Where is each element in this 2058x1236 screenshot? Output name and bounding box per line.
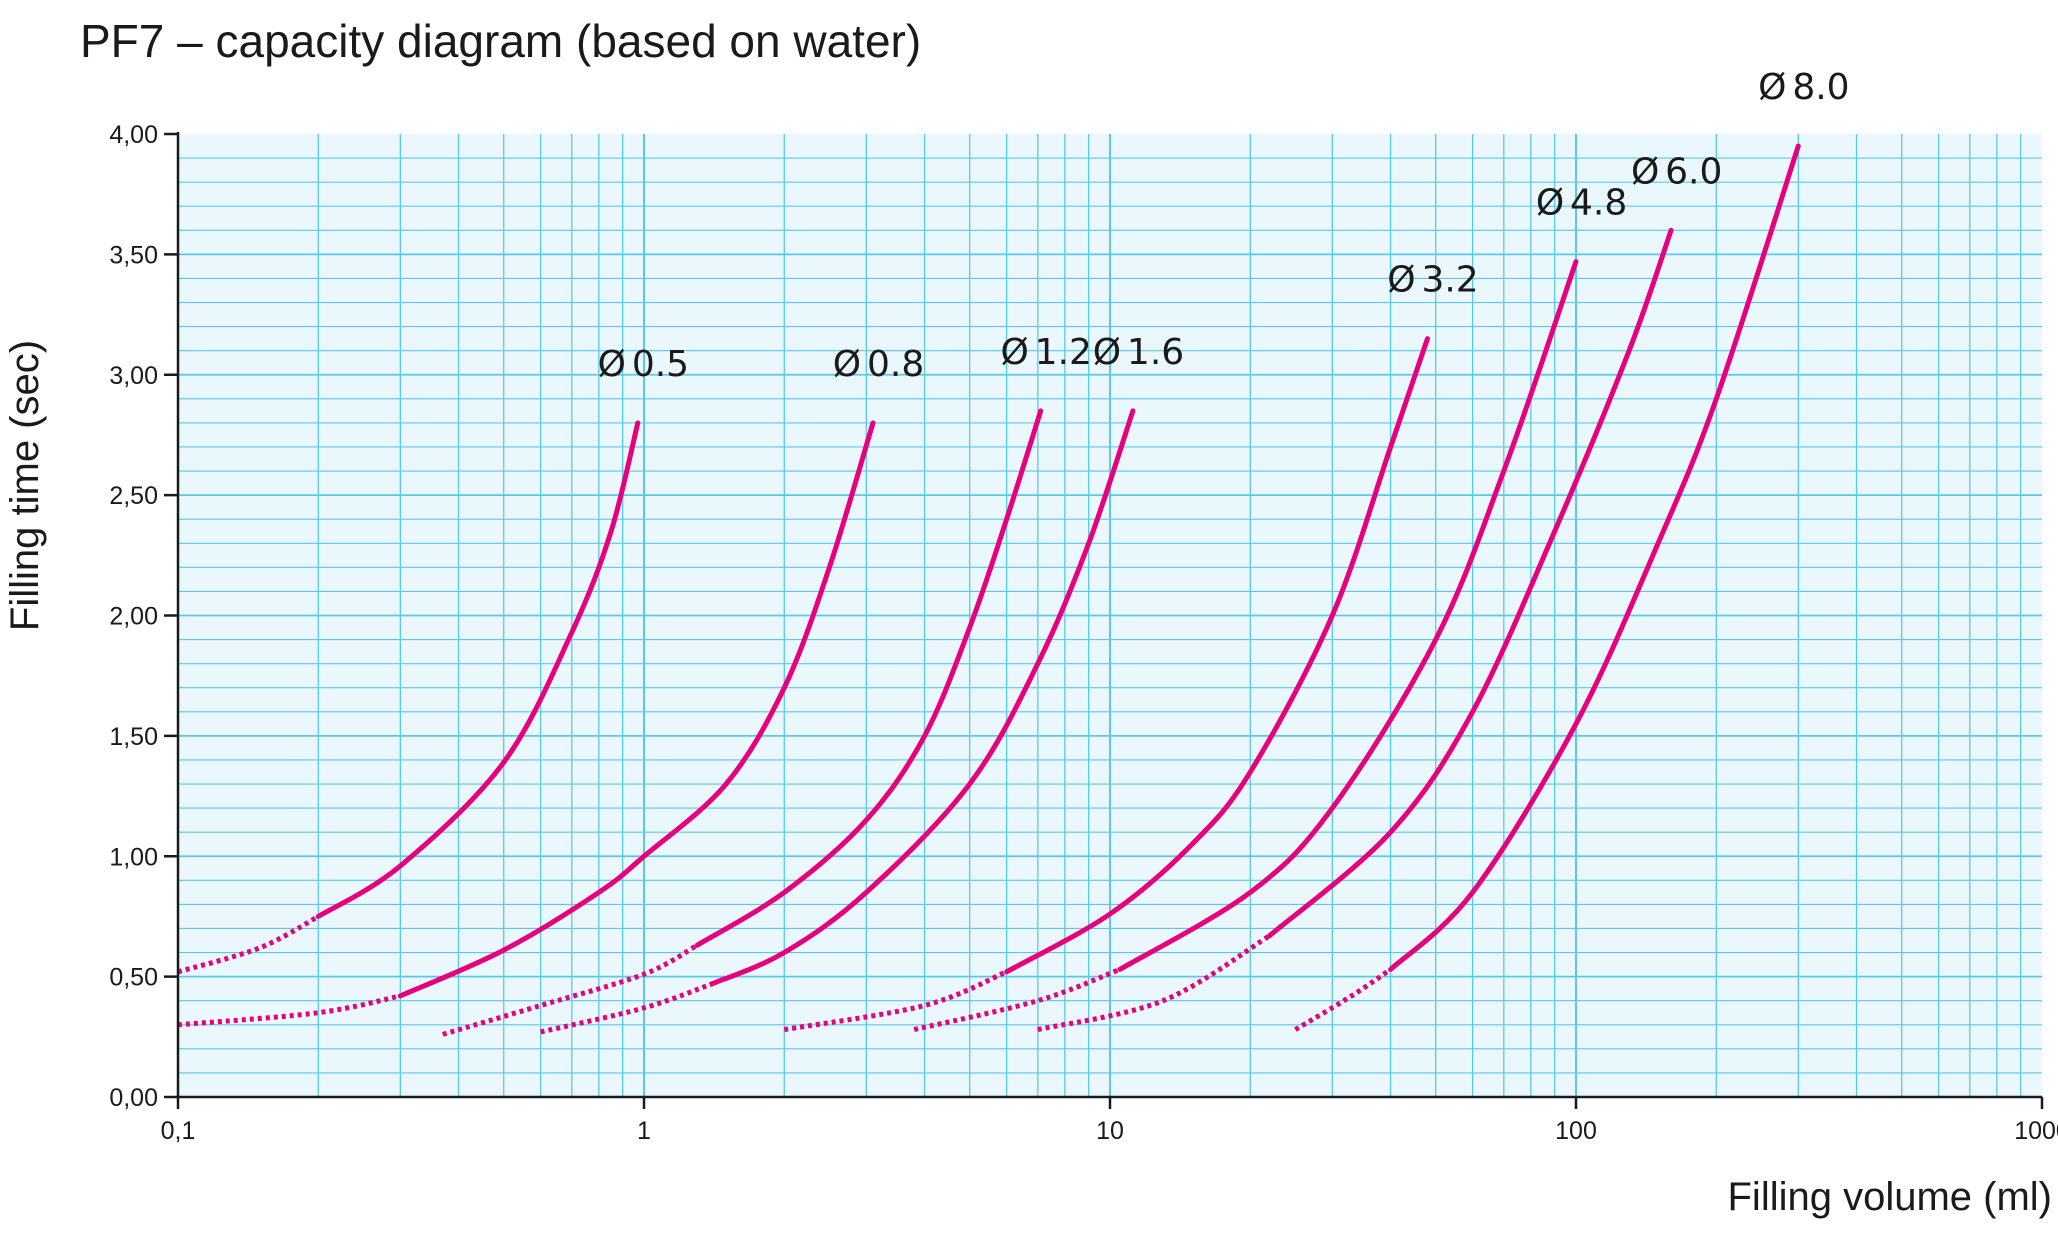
series-label: Ø 3.2: [1387, 260, 1478, 301]
y-tick-label: 1,00: [109, 843, 158, 871]
diameter-symbol: Ø: [1001, 332, 1029, 373]
series-label-value: 0.8: [867, 344, 924, 385]
series-solid-segment: [694, 408, 1044, 948]
series-line: [540, 408, 1136, 1035]
diameter-symbol: Ø: [1536, 183, 1564, 224]
chart-title: PF7 – capacity diagram (based on water): [80, 15, 922, 67]
y-axis-title: Filling time (sec): [3, 340, 47, 631]
x-axis-title: Filling volume (ml): [1728, 1175, 2053, 1219]
series-label-value: 1.6: [1127, 332, 1184, 373]
series-solid-segment: [1388, 143, 1801, 972]
y-tick-label: 1,50: [109, 723, 158, 751]
diameter-symbol: Ø: [1093, 332, 1121, 373]
series-dotted-segment: [783, 969, 1008, 1033]
series-line: [177, 420, 641, 975]
series-label-value: 1.2: [1035, 332, 1092, 373]
axes: 0,00 0,50 1,00 1,50 2,00 2,50 3,00 3,50 4,00 0,1 1…: [109, 121, 2058, 1145]
labels: Filling time (sec)Filling volume (ml)Ø 0.…: [3, 67, 2052, 1219]
series-label: Ø 1.2: [1001, 332, 1092, 373]
x-tick-label: 0,1: [161, 1117, 196, 1145]
series-solid-segment: [709, 408, 1136, 987]
series-label: Ø 0.5: [598, 344, 689, 385]
series-dotted-segment: [1037, 933, 1271, 1033]
y-tick-label: 0,50: [109, 964, 158, 992]
diameter-symbol: Ø: [833, 344, 861, 385]
series-dotted-segment: [540, 981, 713, 1035]
diameter-symbol: Ø: [1758, 67, 1786, 108]
series-solid-segment: [315, 420, 641, 919]
y-tick-label: 3,50: [109, 241, 158, 269]
y-tick-label: 2,00: [109, 603, 158, 631]
y-tick-label: 4,00: [109, 121, 158, 149]
diameter-symbol: Ø: [598, 344, 626, 385]
series-label-value: 6.0: [1665, 151, 1722, 192]
diameter-symbol: Ø: [1387, 260, 1415, 301]
series-solid-segment: [1267, 227, 1674, 939]
series-solid-segment: [1004, 336, 1430, 975]
series-label-value: 0.5: [632, 344, 689, 385]
series-label: Ø 0.8: [833, 344, 924, 385]
series-line: [442, 408, 1044, 1037]
y-tick-label: 2,50: [109, 482, 158, 510]
series-line: [1037, 227, 1674, 1033]
x-tick-label: 10: [1096, 1117, 1124, 1145]
series-label: Ø 8.0: [1758, 67, 1849, 108]
series-label: Ø 4.8: [1536, 183, 1627, 224]
x-tick-label: 100: [1555, 1117, 1597, 1145]
series-label: Ø 1.6: [1093, 332, 1184, 373]
x-tick-label: 1: [637, 1117, 651, 1145]
series-dotted-segment: [913, 967, 1121, 1033]
series-layer: [177, 143, 1801, 1037]
series-line: [913, 259, 1579, 1033]
series-line: [1294, 143, 1801, 1032]
series-solid-segment: [397, 420, 876, 999]
series-label: Ø 6.0: [1631, 151, 1722, 192]
series-solid-segment: [1117, 259, 1579, 972]
series-label-value: 3.2: [1421, 260, 1478, 301]
series-dotted-segment: [1294, 967, 1393, 1032]
x-tick-label: 1000: [2014, 1117, 2058, 1145]
diameter-symbol: Ø: [1631, 151, 1659, 192]
series-dotted-segment: [177, 914, 320, 975]
y-tick-label: 3,00: [109, 362, 158, 390]
series-label-value: 4.8: [1570, 183, 1627, 224]
series-label-value: 8.0: [1792, 67, 1849, 108]
series-line: [783, 336, 1430, 1033]
grid: [178, 134, 2042, 1097]
series-line: [177, 420, 876, 1028]
y-tick-label: 0,00: [109, 1084, 158, 1112]
